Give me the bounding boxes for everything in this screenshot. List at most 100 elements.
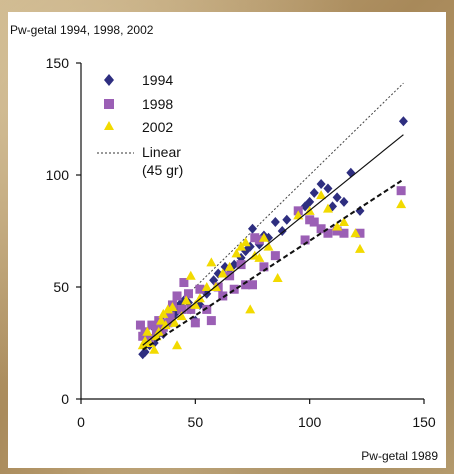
data-point-2002 xyxy=(153,326,164,336)
x-ticks: 0 50 100 150 xyxy=(77,399,436,430)
data-point-2002 xyxy=(176,311,187,321)
data-point-1994 xyxy=(309,187,319,198)
x-tick-label: 0 xyxy=(77,414,85,430)
x-tick-label: 100 xyxy=(298,414,322,430)
data-point-2002 xyxy=(142,326,153,336)
data-point-1998 xyxy=(259,262,269,272)
data-point-1994 xyxy=(332,192,342,203)
chart-panel: Pw-getal 1994, 1998, 2002 0 50 100 150 0 50 1… xyxy=(8,12,446,468)
data-point-2002 xyxy=(350,228,361,238)
data-point-2002 xyxy=(181,295,192,305)
data-point-1998 xyxy=(177,304,187,314)
data-point-1998 xyxy=(179,278,189,288)
data-point-2002 xyxy=(185,270,196,280)
data-point-1998 xyxy=(309,217,319,227)
data-point-1998 xyxy=(151,325,161,335)
data-point-2002 xyxy=(172,340,183,350)
y-tick-label: 0 xyxy=(61,391,69,407)
data-point-1998 xyxy=(250,233,260,243)
data-point-2002 xyxy=(224,261,235,271)
data-point-1994 xyxy=(277,226,287,236)
data-point-2002 xyxy=(354,243,365,253)
data-point-1994 xyxy=(248,223,257,234)
data-point-2002 xyxy=(231,248,242,258)
data-point-1998 xyxy=(183,289,193,299)
data-point-2002 xyxy=(316,190,327,200)
y-tick-label: 50 xyxy=(53,279,69,295)
data-point-2002 xyxy=(396,199,407,209)
data-point-1994 xyxy=(398,116,408,127)
x-tick-label: 50 xyxy=(188,414,204,430)
y-tick-label: 150 xyxy=(46,55,70,71)
data-point-2002 xyxy=(169,317,180,327)
data-point-1998 xyxy=(248,280,257,290)
data-point-1998 xyxy=(190,318,200,328)
trendline-layer xyxy=(142,134,404,351)
data-point-1998 xyxy=(218,291,228,301)
data-point-1998 xyxy=(172,291,182,301)
legend-label-linear: Linear (45 gr) xyxy=(142,144,185,178)
data-point-2002 xyxy=(322,203,333,213)
data-point-1998 xyxy=(316,224,326,234)
data-point-2002 xyxy=(206,257,217,267)
trendline-dashed xyxy=(142,178,404,351)
data-point-1998 xyxy=(241,280,251,290)
data-point-1994 xyxy=(316,178,326,189)
data-point-2002 xyxy=(240,237,251,247)
data-point-2002 xyxy=(332,221,343,231)
y-tick-label: 100 xyxy=(46,167,70,183)
x-axis-label: Pw-getal 1989 xyxy=(361,449,438,463)
data-point-1998 xyxy=(396,186,406,196)
data-point-2002 xyxy=(245,304,256,314)
legend-label-1998: 1998 xyxy=(142,96,173,112)
x-tick-label: 150 xyxy=(412,414,436,430)
data-point-1998 xyxy=(202,304,212,314)
data-point-2002 xyxy=(263,241,274,251)
data-point-1998 xyxy=(236,260,246,270)
data-point-1994 xyxy=(305,196,315,207)
legend-label-2002: 2002 xyxy=(142,119,173,135)
data-point-2002 xyxy=(160,320,171,330)
data-point-1994 xyxy=(346,167,356,178)
scatter-chart: Pw-getal 1994, 1998, 2002 0 50 100 150 0 50 1… xyxy=(10,23,438,463)
data-point-1998 xyxy=(305,215,315,225)
y-ticks: 0 50 100 150 xyxy=(46,55,81,407)
data-point-2002 xyxy=(167,302,178,312)
legend-marker-1994 xyxy=(104,74,114,86)
data-point-1998 xyxy=(339,228,349,238)
data-point-1998 xyxy=(163,318,173,328)
data-point-1998 xyxy=(332,226,342,236)
data-point-1998 xyxy=(323,228,333,238)
data-point-1998 xyxy=(229,284,239,294)
data-point-1998 xyxy=(355,228,365,238)
data-point-1994 xyxy=(282,214,292,225)
data-point-1998 xyxy=(165,311,175,321)
data-point-2002 xyxy=(338,217,349,227)
data-point-1994 xyxy=(339,196,349,207)
data-point-2002 xyxy=(201,282,212,291)
data-point-2002 xyxy=(156,315,167,325)
data-point-1994 xyxy=(270,217,280,228)
data-point-2002 xyxy=(190,299,201,309)
chart-title: Pw-getal 1994, 1998, 2002 xyxy=(10,23,154,37)
legend-marker-2002 xyxy=(104,121,114,130)
data-point-1998 xyxy=(135,320,145,330)
data-points-layer xyxy=(135,116,408,360)
data-point-1998 xyxy=(195,284,205,294)
data-point-2002 xyxy=(149,344,160,354)
data-point-1998 xyxy=(270,251,280,261)
data-point-1998 xyxy=(300,235,310,245)
trendline-solid xyxy=(142,134,404,346)
legend-label-1994: 1994 xyxy=(142,72,173,88)
data-point-1998 xyxy=(254,235,264,245)
data-point-2002 xyxy=(254,252,265,262)
data-point-1994 xyxy=(323,183,333,194)
legend: 1994 1998 2002 Linear (45 gr) xyxy=(97,72,185,178)
data-point-1998 xyxy=(206,316,216,326)
data-point-1998 xyxy=(147,320,157,330)
data-point-2002 xyxy=(272,273,283,283)
data-point-2002 xyxy=(217,268,228,278)
data-point-2002 xyxy=(258,232,269,242)
legend-marker-1998 xyxy=(104,99,114,109)
data-point-2002 xyxy=(194,293,205,303)
